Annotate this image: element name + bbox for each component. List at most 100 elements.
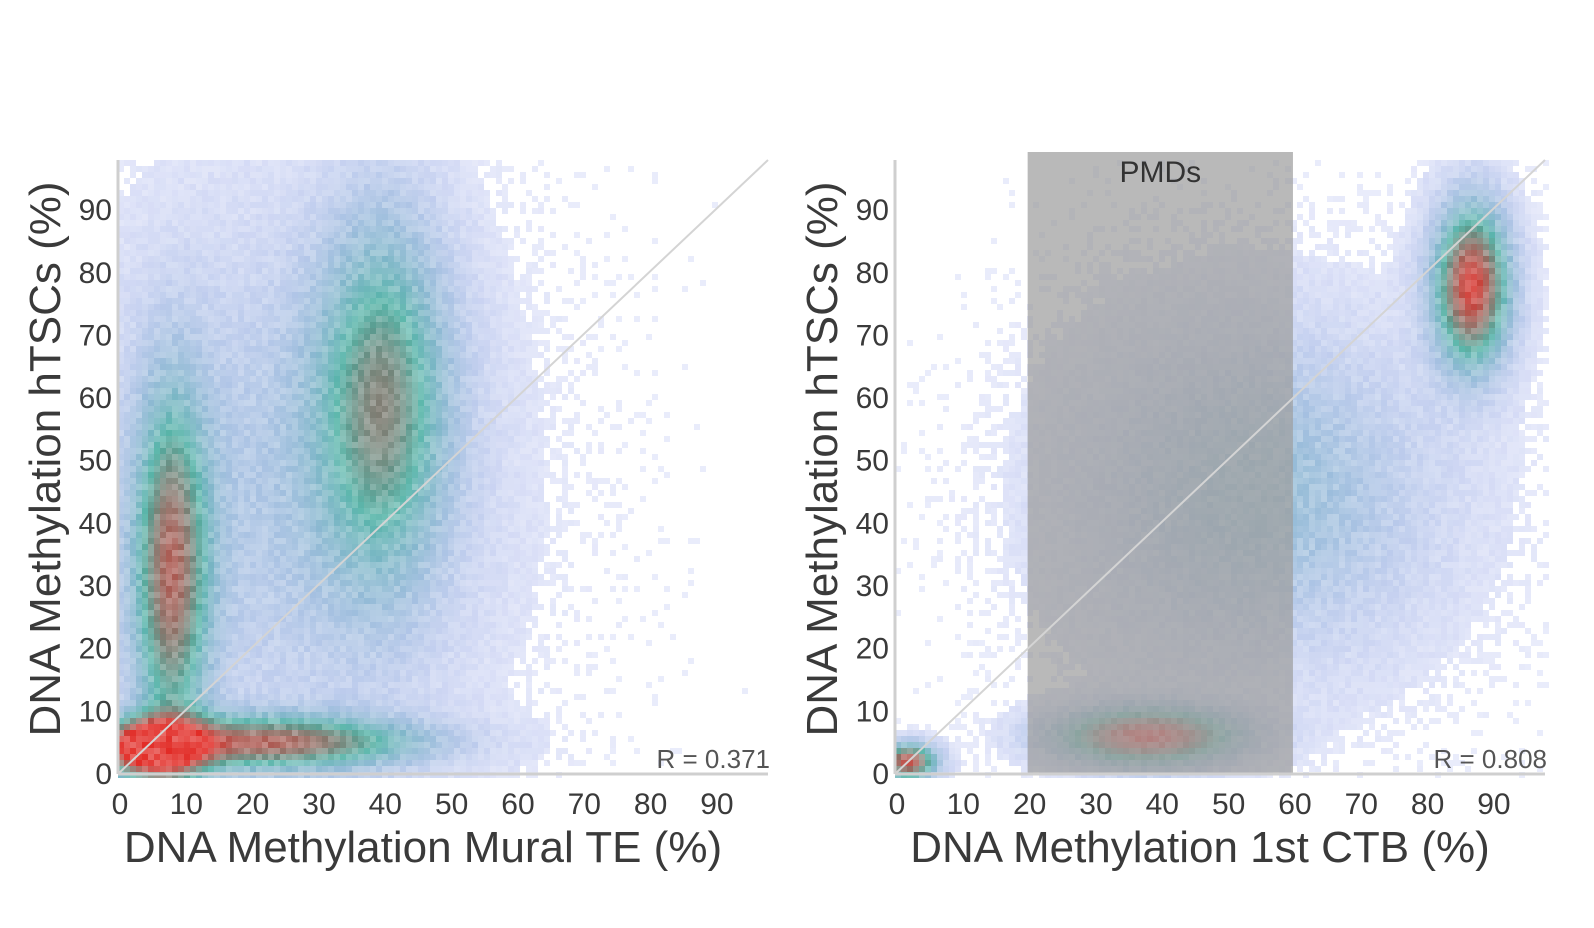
density-cell <box>400 340 406 346</box>
density-cell <box>184 652 190 658</box>
density-cell <box>292 634 298 640</box>
density-cell <box>406 484 412 490</box>
density-cell <box>208 382 214 388</box>
density-cell <box>274 676 280 682</box>
density-cell <box>256 184 262 190</box>
density-cell <box>214 340 220 346</box>
density-cell <box>364 460 370 466</box>
density-cell <box>328 232 334 238</box>
density-cell <box>352 304 358 310</box>
density-cell <box>292 658 298 664</box>
density-cell <box>256 598 262 604</box>
density-cell <box>184 634 190 640</box>
density-cell <box>148 556 154 562</box>
density-cell <box>130 352 136 358</box>
density-cell <box>340 676 346 682</box>
density-cell <box>130 430 136 436</box>
density-cell <box>274 580 280 586</box>
density-cell <box>304 562 310 568</box>
density-cell <box>238 412 244 418</box>
density-cell <box>286 226 292 232</box>
density-cell <box>214 544 220 550</box>
density-cell <box>352 412 358 418</box>
density-cell <box>232 496 238 502</box>
density-cell <box>328 448 334 454</box>
density-cell <box>208 478 214 484</box>
density-cell <box>310 622 316 628</box>
density-cell <box>364 196 370 202</box>
density-cell <box>382 262 388 268</box>
density-cell <box>268 280 274 286</box>
density-cell <box>376 598 382 604</box>
density-cell <box>298 640 304 646</box>
density-cell <box>274 304 280 310</box>
density-cell <box>256 748 262 754</box>
density-cell <box>292 490 298 496</box>
density-cell <box>124 700 130 706</box>
density-cell <box>310 502 316 508</box>
density-cell <box>208 406 214 412</box>
density-cell <box>334 574 340 580</box>
density-cell <box>322 310 328 316</box>
density-cell <box>148 760 154 766</box>
density-cell <box>334 310 340 316</box>
density-cell <box>238 208 244 214</box>
density-cell <box>220 670 226 676</box>
density-cell <box>202 664 208 670</box>
density-cell <box>304 694 310 700</box>
density-cell <box>328 694 334 700</box>
density-cell <box>340 664 346 670</box>
density-cell <box>280 508 286 514</box>
density-cell <box>358 274 364 280</box>
density-cell <box>130 730 136 736</box>
density-cell <box>400 466 406 472</box>
density-cell <box>274 448 280 454</box>
density-cell <box>274 640 280 646</box>
density-cell <box>154 412 160 418</box>
density-cell <box>268 454 274 460</box>
density-cell <box>340 436 346 442</box>
density-cell <box>250 172 256 178</box>
density-cell <box>340 262 346 268</box>
density-cell <box>400 418 406 424</box>
density-cell <box>352 718 358 724</box>
density-cell <box>178 706 184 712</box>
density-cell <box>334 190 340 196</box>
density-cell <box>256 412 262 418</box>
density-cell <box>154 430 160 436</box>
density-cell <box>220 370 226 376</box>
density-cell <box>376 400 382 406</box>
density-cell <box>130 568 136 574</box>
density-cell <box>226 544 232 550</box>
density-cell <box>154 292 160 298</box>
density-cell <box>376 340 382 346</box>
density-cell <box>298 568 304 574</box>
density-cell <box>220 178 226 184</box>
density-cell <box>130 766 136 772</box>
density-cell <box>328 652 334 658</box>
density-cell <box>376 160 382 166</box>
density-cell <box>406 358 412 364</box>
density-cell <box>406 178 412 184</box>
density-cell <box>352 556 358 562</box>
density-cell <box>136 370 142 376</box>
density-cell <box>202 310 208 316</box>
density-cell <box>154 460 160 466</box>
density-cell <box>310 520 316 526</box>
density-cell <box>160 508 166 514</box>
density-cell <box>124 562 130 568</box>
density-cell <box>352 658 358 664</box>
density-cell <box>184 364 190 370</box>
density-cell <box>268 592 274 598</box>
density-cell <box>310 196 316 202</box>
density-cell <box>250 622 256 628</box>
density-cell <box>232 556 238 562</box>
density-cell <box>334 742 340 748</box>
density-cell <box>226 322 232 328</box>
density-cell <box>238 178 244 184</box>
density-cell <box>172 616 178 622</box>
density-cell <box>352 634 358 640</box>
density-cell <box>316 364 322 370</box>
density-cell <box>184 568 190 574</box>
density-cell <box>118 442 124 448</box>
